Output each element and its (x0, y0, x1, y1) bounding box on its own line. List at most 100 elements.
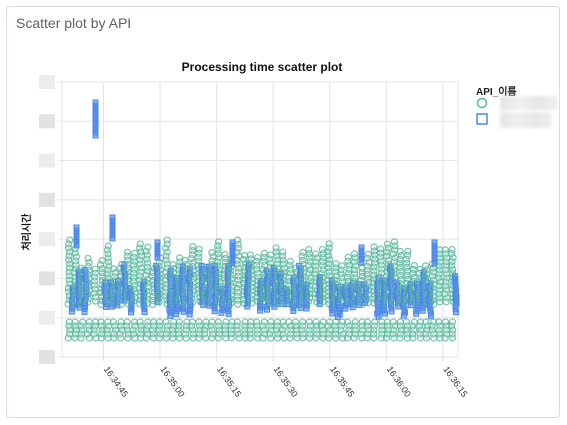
point-series-1 (246, 251, 254, 259)
point-series-1 (135, 244, 144, 252)
point-series-1 (214, 258, 222, 266)
point-series-1 (299, 330, 307, 338)
point-series-1 (130, 297, 138, 305)
point-series-1 (143, 299, 152, 307)
y-tick-label-obscured (39, 75, 55, 89)
point-series-1 (235, 280, 243, 288)
point-series-1 (84, 290, 92, 299)
point-series-1 (442, 262, 451, 270)
point-series-2 (186, 311, 193, 318)
legend-marker-square (476, 113, 488, 125)
point-series-1 (324, 252, 332, 260)
point-series-1 (92, 334, 100, 342)
point-series-2 (109, 235, 116, 242)
point-series-1 (324, 322, 332, 330)
point-series-1 (350, 258, 359, 266)
point-series-1 (436, 330, 444, 338)
point-series-1 (442, 282, 450, 290)
point-series-1 (110, 334, 118, 342)
point-series-1 (214, 334, 222, 342)
point-series-1 (214, 250, 222, 258)
point-series-2 (264, 306, 271, 313)
point-series-1 (98, 326, 106, 334)
point-series-1 (170, 322, 178, 330)
point-series-1 (136, 318, 144, 326)
point-series-1 (305, 277, 313, 286)
point-series-1 (104, 254, 112, 262)
point-series-1 (313, 322, 321, 330)
point-series-1 (227, 330, 235, 338)
point-series-1 (312, 334, 320, 342)
point-series-1 (441, 290, 449, 298)
point-series-1 (422, 318, 430, 326)
point-series-1 (247, 287, 256, 295)
point-series-1 (390, 270, 398, 278)
point-series-1 (241, 330, 249, 338)
point-series-1 (84, 278, 92, 287)
point-series-1 (196, 326, 204, 334)
point-series-1 (304, 297, 313, 306)
point-series-1 (77, 322, 85, 330)
point-series-1 (299, 334, 307, 342)
point-series-1 (298, 256, 307, 264)
point-series-2 (431, 260, 438, 267)
point-series-1 (363, 270, 371, 278)
point-series-1 (292, 322, 300, 330)
point-series-1 (383, 248, 391, 256)
point-series-1 (377, 257, 385, 265)
point-series-1 (90, 289, 98, 297)
point-series-1 (410, 326, 418, 334)
point-series-1 (72, 257, 80, 265)
point-series-1 (175, 326, 183, 334)
point-series-1 (136, 240, 144, 248)
point-series-1 (97, 334, 105, 342)
point-series-1 (280, 334, 288, 342)
point-series-1 (435, 270, 443, 278)
point-series-1 (118, 326, 126, 334)
point-series-1 (443, 322, 451, 330)
point-series-1 (253, 257, 261, 265)
point-series-1 (246, 259, 254, 267)
point-series-1 (350, 334, 358, 342)
point-series-1 (247, 295, 255, 303)
point-series-1 (448, 258, 456, 266)
point-series-1 (298, 252, 306, 260)
point-series-1 (162, 330, 170, 338)
point-series-1 (143, 330, 152, 338)
point-series-1 (137, 322, 145, 330)
point-series-1 (103, 270, 111, 278)
point-series-1 (364, 274, 372, 282)
point-series-1 (396, 263, 404, 272)
x-tick-label: 16:35:15 (215, 364, 243, 398)
point-series-1 (215, 270, 223, 278)
point-series-2 (427, 313, 434, 320)
point-series-1 (324, 248, 332, 256)
point-series-1 (188, 294, 196, 303)
point-series-1 (430, 318, 438, 326)
point-series-1 (345, 330, 353, 338)
point-series-1 (130, 253, 138, 261)
point-series-2 (257, 307, 264, 314)
point-series-1 (416, 322, 424, 330)
point-series-1 (422, 270, 431, 278)
point-series-1 (397, 275, 405, 284)
point-series-1 (90, 281, 99, 289)
point-series-1 (175, 334, 184, 342)
chart-title: Processing time scatter plot (182, 60, 343, 74)
point-series-1 (156, 322, 164, 330)
point-series-1 (364, 286, 372, 294)
point-series-1 (143, 287, 151, 295)
point-series-1 (430, 334, 438, 342)
point-series-1 (343, 273, 352, 281)
point-series-1 (247, 283, 255, 291)
point-series-1 (319, 253, 328, 262)
point-series-1 (64, 244, 73, 252)
point-series-1 (142, 247, 150, 255)
point-series-1 (273, 322, 281, 330)
point-series-1 (422, 274, 430, 282)
point-series-1 (155, 298, 163, 306)
point-series-1 (343, 334, 352, 342)
y-tick-labels-obscured (39, 75, 55, 364)
point-series-1 (162, 318, 170, 326)
x-tick-labels: 16:34:45 16:35:00 16:35:15 16:35:30 16:35:45… (102, 364, 470, 398)
